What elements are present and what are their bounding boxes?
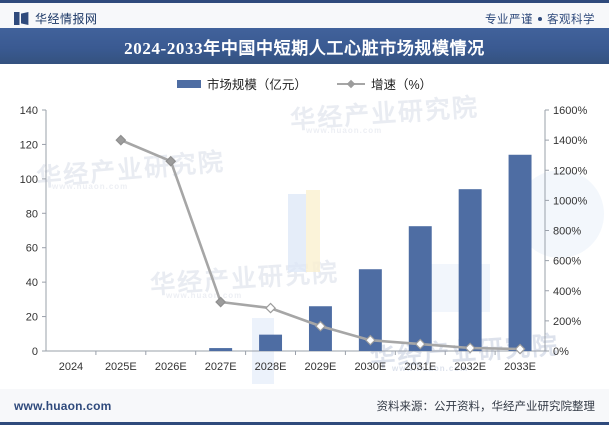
y-tick-label-right: 1000% bbox=[553, 195, 587, 207]
huaon-logo-icon bbox=[14, 12, 29, 25]
slogan-left: 专业严谨 bbox=[485, 13, 533, 26]
x-tick-label: 2030E bbox=[354, 361, 386, 373]
y-tick-label-left: 80 bbox=[26, 208, 38, 220]
y-tick-label-right: 200% bbox=[553, 316, 581, 328]
y-tick-label-left: 140 bbox=[20, 105, 38, 117]
growth-marker[interactable] bbox=[315, 320, 326, 332]
top-bar: 华经情报网 专业严谨 客观科学 bbox=[0, 0, 609, 28]
x-tick-label: 2033E bbox=[504, 361, 536, 373]
y-tick-label-right: 800% bbox=[553, 226, 581, 238]
footer-url[interactable]: www.huaon.com bbox=[14, 398, 112, 413]
growth-marker[interactable] bbox=[265, 302, 276, 314]
brand-name: 华经情报网 bbox=[35, 12, 98, 26]
y-tick-label-right: 1400% bbox=[553, 135, 587, 147]
y-tick-label-right: 400% bbox=[553, 286, 581, 298]
slogan-right: 客观科学 bbox=[547, 13, 595, 26]
y-tick-label-left: 20 bbox=[26, 312, 38, 324]
x-tick-label: 2031E bbox=[404, 361, 436, 373]
legend-label-bar: 市场规模（亿元） bbox=[206, 78, 307, 92]
y-tick-label-right: 1200% bbox=[553, 165, 587, 177]
x-tick-label: 2028E bbox=[255, 361, 287, 373]
legend-item-line[interactable]: 增速（%） bbox=[336, 74, 433, 93]
x-tick-label: 2029E bbox=[305, 361, 337, 373]
legend-item-bar[interactable]: 市场规模（亿元） bbox=[176, 74, 307, 93]
chart-area: 华经产业研究院 www.huaon.com 华经产业研究院 www.huaon.… bbox=[0, 64, 609, 389]
chart-legend: 市场规模（亿元） 增速（%） bbox=[0, 74, 609, 93]
growth-marker[interactable] bbox=[364, 334, 376, 346]
x-tick-label: 2026E bbox=[155, 361, 187, 373]
footer-source: 资料来源：公开资料，华经产业研究院整理 bbox=[376, 400, 596, 413]
y-tick-label-right: 1600% bbox=[553, 105, 587, 117]
title-banner: 2024-2033年中国中短期人工心脏市场规模情况 bbox=[0, 28, 609, 64]
y-tick-label-left: 100 bbox=[20, 174, 38, 186]
y-tick-label-left: 60 bbox=[26, 243, 38, 255]
y-tick-label-left: 120 bbox=[20, 139, 38, 151]
growth-marker[interactable] bbox=[215, 296, 227, 308]
y-tick-label-left: 0 bbox=[32, 346, 38, 358]
bar-2033E[interactable] bbox=[508, 154, 532, 351]
slogan-dot-icon bbox=[538, 16, 542, 21]
page-title: 2024-2033年中国中短期人工心脏市场规模情况 bbox=[124, 38, 485, 58]
x-tick-label: 2032E bbox=[454, 361, 486, 373]
legend-line-swatch-icon bbox=[336, 79, 365, 88]
legend-bar-swatch-icon bbox=[176, 79, 201, 88]
x-tick-label: 2024 bbox=[59, 361, 83, 373]
y-tick-label-right: 600% bbox=[553, 256, 581, 268]
y-tick-label-right: 0% bbox=[553, 346, 569, 358]
x-tick-label: 2027E bbox=[205, 361, 237, 373]
bar-2027E[interactable] bbox=[209, 348, 233, 351]
growth-marker[interactable] bbox=[165, 155, 177, 167]
bar-2032E[interactable] bbox=[458, 189, 482, 351]
bar-2028E[interactable] bbox=[259, 334, 283, 351]
bar-2030E[interactable] bbox=[358, 269, 382, 351]
chart-plot: 0204060801001201400%200%400%600%800%1000… bbox=[20, 105, 588, 373]
growth-marker[interactable] bbox=[464, 342, 476, 354]
growth-marker[interactable] bbox=[514, 343, 526, 355]
brand: 华经情报网 bbox=[14, 10, 98, 27]
y-tick-label-left: 40 bbox=[26, 277, 38, 289]
footer-bar: www.huaon.com 资料来源：公开资料，华经产业研究院整理 bbox=[0, 389, 609, 425]
bar-2031E[interactable] bbox=[408, 226, 432, 351]
legend-label-line: 增速（%） bbox=[370, 78, 433, 92]
growth-marker[interactable] bbox=[414, 338, 426, 350]
x-tick-label: 2025E bbox=[105, 361, 137, 373]
growth-marker[interactable] bbox=[115, 134, 127, 146]
slogan: 专业严谨 客观科学 bbox=[485, 11, 595, 27]
